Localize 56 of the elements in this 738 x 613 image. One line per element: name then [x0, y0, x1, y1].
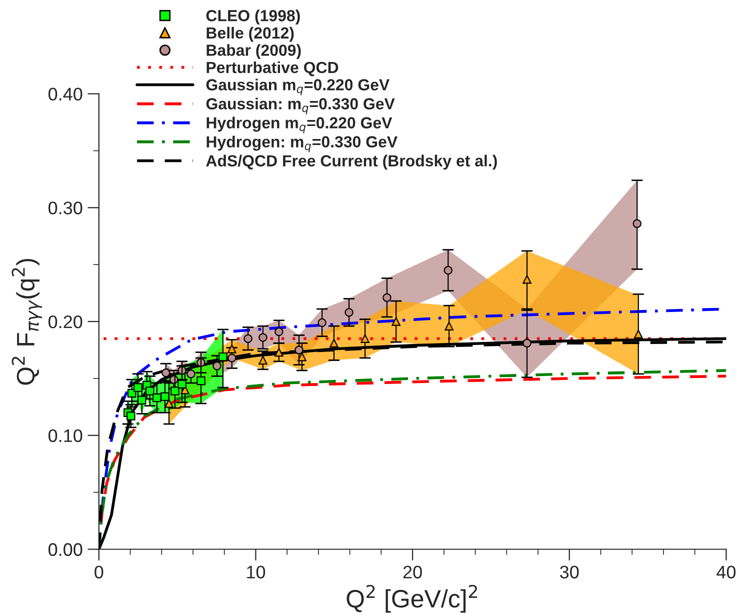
y-tick-label: 0.20	[48, 315, 82, 328]
point	[186, 370, 196, 378]
point	[228, 344, 236, 354]
legend-label: Perturbative QCD	[206, 61, 338, 76]
y-tick-label: 0.40	[48, 88, 82, 101]
point	[522, 338, 532, 348]
point	[330, 338, 338, 348]
x-tick-label: 30	[560, 566, 579, 578]
point	[360, 334, 370, 343]
point	[212, 362, 222, 370]
legend-label: Hydrogen m$_{q}$=0.220 GeV	[206, 116, 392, 134]
point	[161, 368, 170, 378]
point	[228, 354, 236, 362]
x-axis-title: Q$^{2}$ [GeV/c]$^{2}$	[346, 584, 477, 613]
x-tick-label: 20	[403, 566, 422, 578]
point	[274, 327, 284, 336]
point	[145, 386, 154, 396]
point	[294, 346, 304, 354]
y-tick-label: 0.10	[48, 429, 82, 442]
point	[258, 333, 268, 342]
point	[126, 412, 136, 420]
point	[164, 399, 174, 408]
point	[522, 275, 532, 284]
point	[178, 380, 186, 389]
point	[196, 376, 206, 386]
point	[634, 330, 643, 338]
legend-label: Babar (2009)	[206, 44, 301, 60]
point	[344, 308, 354, 317]
x-tick-label: 0	[94, 566, 104, 578]
point	[152, 393, 162, 402]
legend-label: Belle (2012)	[206, 26, 294, 42]
point	[298, 352, 306, 362]
point	[244, 334, 252, 343]
legend-label: Hydrogen: m$_{q}$=0.330 GeV	[206, 136, 398, 152]
point	[137, 396, 146, 404]
legend-label: AdS/QCD Free Current (Brodsky et al.)	[206, 154, 497, 170]
point	[632, 219, 642, 228]
point	[444, 322, 454, 330]
point	[318, 318, 326, 328]
x-tick-label: 40	[716, 566, 736, 578]
legend-label: CLEO (1998)	[206, 10, 300, 24]
y-tick-label: 0.30	[48, 202, 82, 214]
y-tick-label: 0.00	[48, 543, 82, 556]
point	[160, 392, 170, 402]
legend-label: Gaussian m$_{q}$=0.220 GeV	[206, 78, 390, 96]
point	[218, 352, 228, 362]
point	[274, 348, 284, 357]
point	[392, 317, 400, 326]
point	[134, 383, 142, 392]
point	[444, 266, 453, 275]
point	[170, 386, 180, 396]
legend-label: Gaussian: m$_{q}$=0.330 GeV	[206, 98, 395, 114]
x-tick-label: 10	[247, 566, 266, 578]
point	[258, 356, 268, 365]
point	[382, 293, 392, 302]
y-axis-title: Q$^{2}$ F$_{πγγ}$(q$^{2}$)	[12, 258, 42, 385]
